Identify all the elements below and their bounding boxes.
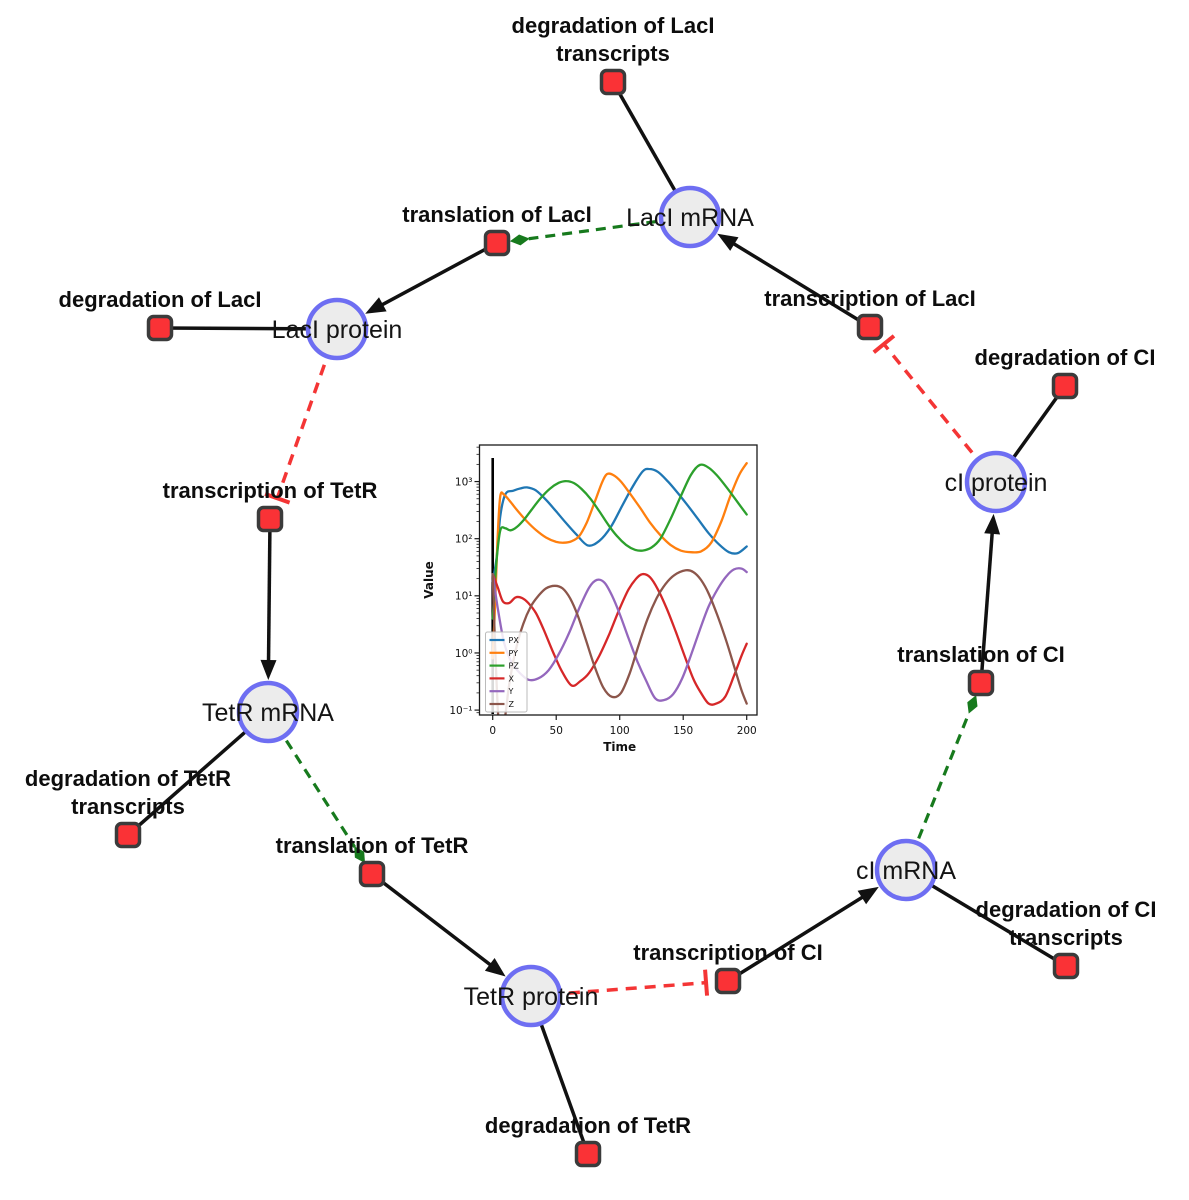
reaction-node-deg-cl-transcripts[interactable] [1052,952,1080,980]
reaction-label-deg-tetr-transcripts-line2: transcripts [71,794,185,819]
reaction-label-deg-laci-transcripts-line1: degradation of LacI [512,13,715,38]
modifier-arrowhead-icon [967,695,978,714]
legend-label-y: Y [508,687,514,696]
species-node-tetr-protein[interactable] [499,964,563,1028]
product-line [370,872,496,970]
reaction-label-translation-tetr: translation of TetR [276,833,469,858]
labels-layer: LacI mRNA LacI protein cI protein TetR mRNA… [25,13,1157,1138]
reaction-label-deg-laci-transcripts-line2: transcripts [556,41,670,66]
inset-plot: 0 50 100 150 20010³10²10¹10⁰10⁻¹TimeValuePXP… [422,444,758,754]
species-label-tetr-protein: TetR protein [464,983,599,1011]
species-node-laci-protein[interactable] [305,297,369,361]
x-tick-label: 200 [737,725,757,737]
edge-product-transcription-laci-to-laci-mrna [717,233,871,329]
species-label-laci-mrna: LacI mRNA [626,204,754,232]
edge-product-transcription-cl-to-cl-mrna [727,886,879,983]
legend-label-pz: PZ [509,662,520,671]
x-tick-label: 0 [489,725,496,737]
y-tick-label: 10² [455,533,473,545]
series-y [491,567,748,702]
arrowhead-icon [717,233,739,251]
reaction-label-transcription-tetr: transcription of TetR [163,478,378,503]
y-tick-label: 10³ [455,476,473,488]
x-axis-title: Time [603,740,636,754]
product-line [728,239,871,329]
axes-spines [478,444,758,716]
reaction-label-translation-cl: translation of CI [897,642,1064,667]
legend-label-px: PX [509,636,520,645]
reaction-label-transcription-cl: transcription of CI [633,940,822,965]
species-node-tetr-mrna[interactable] [236,680,300,744]
arrowhead-icon [857,886,879,905]
edge-modifier-laci-mrna-to-translation-laci [509,215,691,246]
legend: PX PY PZ XYZ [485,631,528,713]
reaction-label-transcription-laci: transcription of LacI [764,286,975,311]
reaction-node-transcription-laci[interactable] [856,313,884,341]
nodes-layer [114,68,1080,1168]
product-line [376,241,498,309]
inhibitor-tbar-icon [703,969,710,996]
reaction-node-translation-tetr[interactable] [358,860,386,888]
arrowhead-icon [984,513,1001,535]
reaction-label-deg-tetr: degradation of TetR [485,1113,691,1138]
x-tick-label: 150 [673,725,693,737]
legend-label-py: PY [509,649,519,658]
edge-product-translation-tetr-to-tetr-protein [370,872,506,977]
reaction-node-deg-laci[interactable] [146,314,174,342]
product-line [727,892,868,983]
species-label-tetr-mrna: TetR mRNA [202,699,334,727]
reaction-node-deg-tetr[interactable] [574,1140,602,1168]
product-line [979,527,995,684]
species-label-cl-protein: cI protein [945,469,1048,497]
modifier-arrowhead-icon [509,234,530,246]
reaction-node-translation-cl[interactable] [967,669,995,697]
edge-product-translation-cl-to-cl-protein [979,513,1001,684]
arrowhead-icon [365,297,387,314]
edge-modifier-cl-mrna-to-translation-cl [904,695,978,871]
species-node-cl-protein[interactable] [964,450,1028,514]
arrowhead-icon [260,659,277,680]
y-tick-label: 10⁻¹ [449,705,472,717]
modifier-dashed-line [904,712,971,871]
x-tick-label: 100 [610,725,630,737]
species-label-laci-protein: LacI protein [272,316,403,344]
series-py [491,462,748,660]
series-pz [491,463,748,620]
legend-box [485,631,528,713]
arrowhead-icon [484,958,506,977]
series-x [491,572,748,706]
reaction-node-deg-cl[interactable] [1051,372,1079,400]
reaction-node-translation-laci[interactable] [483,229,511,257]
species-label-cl-mrna: cI mRNA [856,857,956,885]
edge-product-translation-laci-to-laci-protein [365,241,498,314]
species-node-cl-mrna[interactable] [874,838,938,902]
modifier-arrowhead-icon [354,846,365,864]
series-layer [491,462,748,715]
species-node-laci-mrna[interactable] [658,185,722,249]
legend-label-z: Z [509,700,515,709]
reaction-node-transcription-tetr[interactable] [256,505,284,533]
x-tick-label: 50 [550,725,563,737]
reaction-node-deg-laci-transcripts[interactable] [599,68,627,96]
reaction-label-deg-cl: degradation of CI [975,345,1156,370]
legend-label-x: X [509,674,515,683]
reaction-label-deg-tetr-transcripts-line1: degradation of TetR [25,766,231,791]
reaction-label-deg-laci: degradation of LacI [59,287,262,312]
reaction-label-deg-cl-transcripts-line2: transcripts [1009,925,1123,950]
inhibitor-tbar-icon [872,334,896,354]
reaction-node-transcription-cl[interactable] [714,967,742,995]
y-axis-title: Value [422,561,436,599]
reaction-label-translation-laci: translation of LacI [402,202,591,227]
reaction-node-deg-tetr-transcripts[interactable] [114,821,142,849]
inhibitor-tbar-icon [264,492,291,505]
edge-product-transcription-tetr-to-tetr-mrna [260,518,277,680]
y-tick-label: 10¹ [455,591,473,603]
reaction-label-deg-cl-transcripts-line1: degradation of CI [976,897,1157,922]
y-tick-label: 10⁰ [455,648,473,660]
product-line [266,518,272,667]
